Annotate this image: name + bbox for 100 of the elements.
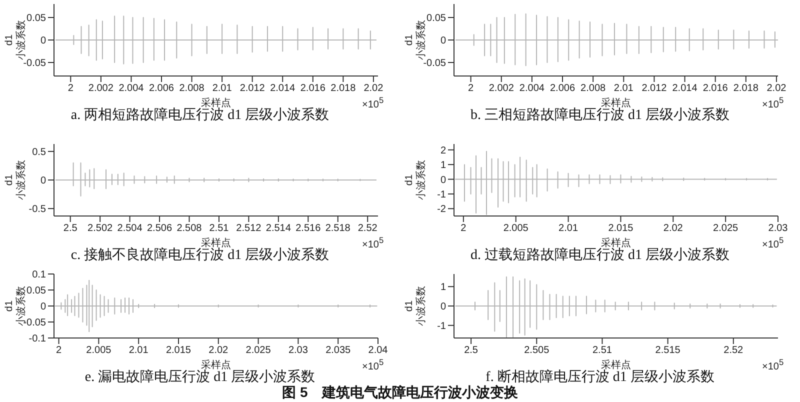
- x-tick-label: 2.52: [724, 345, 744, 356]
- x-tick-label: 2.02: [364, 83, 384, 94]
- text: ×10$^{5}$: [762, 357, 784, 372]
- y-tick-label: 0.5: [32, 146, 46, 158]
- y-tick-label: 0: [440, 36, 446, 47]
- x-tick-label: 2.005: [86, 345, 112, 356]
- x-tick-label: 2.03: [768, 223, 788, 234]
- y-tick-label: 2: [440, 145, 446, 156]
- x-tick-label: 2.025: [246, 345, 272, 356]
- y-tick-label: 0.1: [32, 270, 46, 281]
- x-tick-label: 2.025: [713, 223, 739, 234]
- x-tick-label: 2.02: [663, 223, 684, 234]
- y-tick-label: 0: [40, 302, 46, 313]
- x-tick-label: 2.504: [117, 223, 143, 234]
- x-tick-label: 2.005: [503, 223, 529, 234]
- text: ×10$^{5}$: [362, 235, 384, 250]
- x-tick-label: 2.506: [147, 223, 172, 234]
- line-series: [455, 13, 778, 66]
- x-tick-label: 2.502: [88, 223, 114, 234]
- x-tick-label: 2.518: [325, 223, 351, 234]
- y-axis-title: d1 小波系数: [404, 286, 427, 326]
- text: ×10$^{5}$: [362, 95, 384, 110]
- x-tick-label: 2.002: [88, 83, 114, 94]
- x-tick-label: 2.014: [672, 83, 698, 94]
- x-tick-label: 2: [56, 345, 62, 356]
- y-tick-label: -0.5: [28, 204, 46, 216]
- text: d. 过载短路故障电压行波 d1 层级小波系数: [470, 248, 730, 263]
- y-axis-title: d1 小波系数: [404, 20, 427, 60]
- x-tick-label: 2: [468, 83, 474, 94]
- y-axis-title: d1 小波系数: [4, 160, 27, 200]
- x-tick-label: 2: [68, 83, 74, 94]
- y-tick-label: 0.05: [426, 13, 446, 24]
- line-series: [454, 276, 778, 338]
- text: b. 三相短路故障电压行波 d1 层级小波系数: [470, 108, 730, 123]
- x-tick-label: 2.018: [733, 83, 759, 94]
- y-axis-title: d1 小波系数: [404, 160, 427, 200]
- x-tick-label: 2.516: [296, 223, 322, 234]
- x-tick-label: 2.004: [519, 83, 545, 94]
- y-tick-label: 0: [440, 302, 446, 313]
- x-tick-label: 2.515: [655, 345, 681, 356]
- x-tick-label: 2.01: [614, 83, 634, 94]
- line-series: [54, 162, 378, 196]
- y-tick-label: 0.05: [26, 286, 46, 297]
- x-axis-title: 采样点: [201, 359, 231, 371]
- text: ×10$^{5}$: [762, 235, 784, 250]
- y-tick-label: 0: [40, 176, 46, 187]
- text: a. 两相短路故障电压行波 d1 层级小波系数: [70, 108, 330, 123]
- text: ×10$^{5}$: [762, 95, 784, 110]
- y-tick-label: 1: [440, 160, 446, 172]
- x-tick-label: 2.514: [266, 223, 292, 234]
- y-tick-label: 0.05: [26, 13, 46, 24]
- x-tick-label: 2.004: [118, 83, 144, 94]
- line-series: [54, 280, 378, 332]
- x-tick-label: 2.006: [148, 83, 174, 94]
- x-tick-label: 2.014: [270, 83, 296, 94]
- y-tick-label: -0.05: [23, 58, 46, 70]
- y-tick-label: -2: [437, 204, 446, 216]
- x-tick-label: 2.01: [128, 345, 149, 356]
- x-tick-label: 2.02: [766, 83, 787, 94]
- line-series: [55, 16, 377, 64]
- x-tick-label: 2.008: [179, 83, 205, 94]
- x-tick-label: 2.018: [330, 83, 356, 94]
- x-tick-label: 2.04: [368, 345, 388, 356]
- x-axis-title: 采样点: [601, 359, 631, 371]
- x-tick-label: 2.006: [550, 83, 576, 94]
- x-tick-label: 2: [460, 223, 467, 234]
- text: c. 接触不良故障电压行波 d1 层级小波系数: [70, 248, 330, 263]
- x-tick-label: 2.5: [464, 345, 478, 356]
- x-tick-label: 2.51: [209, 223, 230, 234]
- y-axis-title: d1 小波系数: [4, 20, 27, 60]
- x-tick-label: 2.02: [208, 345, 229, 356]
- y-tick-label: 0: [40, 36, 46, 47]
- y-tick-label: -0.05: [423, 58, 446, 70]
- x-tick-label: 2.015: [608, 223, 634, 234]
- x-axis-title: 采样点: [201, 237, 231, 249]
- text: e. 漏电故障电压行波 d1 层级小波系数: [84, 370, 316, 385]
- x-tick-label: 2.51: [592, 345, 612, 356]
- x-tick-label: 2.512: [236, 223, 262, 234]
- x-tick-label: 2.016: [702, 83, 728, 94]
- caption: 图 5 建筑电气故障电压行波小波变换: [281, 384, 519, 402]
- x-tick-label: 2.5: [63, 223, 78, 234]
- x-tick-label: 2.008: [580, 83, 606, 94]
- x-tick-label: 2.508: [176, 223, 202, 234]
- y-tick-label: -0.1: [28, 334, 46, 345]
- x-tick-label: 2.035: [326, 345, 352, 356]
- y-tick-label: -1: [437, 320, 446, 332]
- y-tick-label: -1: [437, 190, 446, 201]
- x-tick-label: 2.015: [166, 345, 192, 356]
- x-axis-title: 采样点: [601, 97, 631, 109]
- x-tick-label: 2.012: [240, 83, 266, 94]
- x-tick-label: 2.03: [288, 345, 308, 356]
- y-tick-label: 1: [440, 282, 446, 294]
- x-axis-title: 采样点: [601, 237, 631, 249]
- x-tick-label: 2.016: [300, 83, 326, 94]
- text: f. 断相故障电压行波 d1 层级小波系数: [486, 370, 714, 385]
- x-tick-label: 2.505: [524, 345, 550, 356]
- x-tick-label: 2.01: [558, 223, 578, 234]
- y-tick-label: 0: [440, 174, 446, 186]
- x-tick-label: 2.01: [212, 83, 232, 94]
- x-tick-label: 2.002: [488, 83, 514, 94]
